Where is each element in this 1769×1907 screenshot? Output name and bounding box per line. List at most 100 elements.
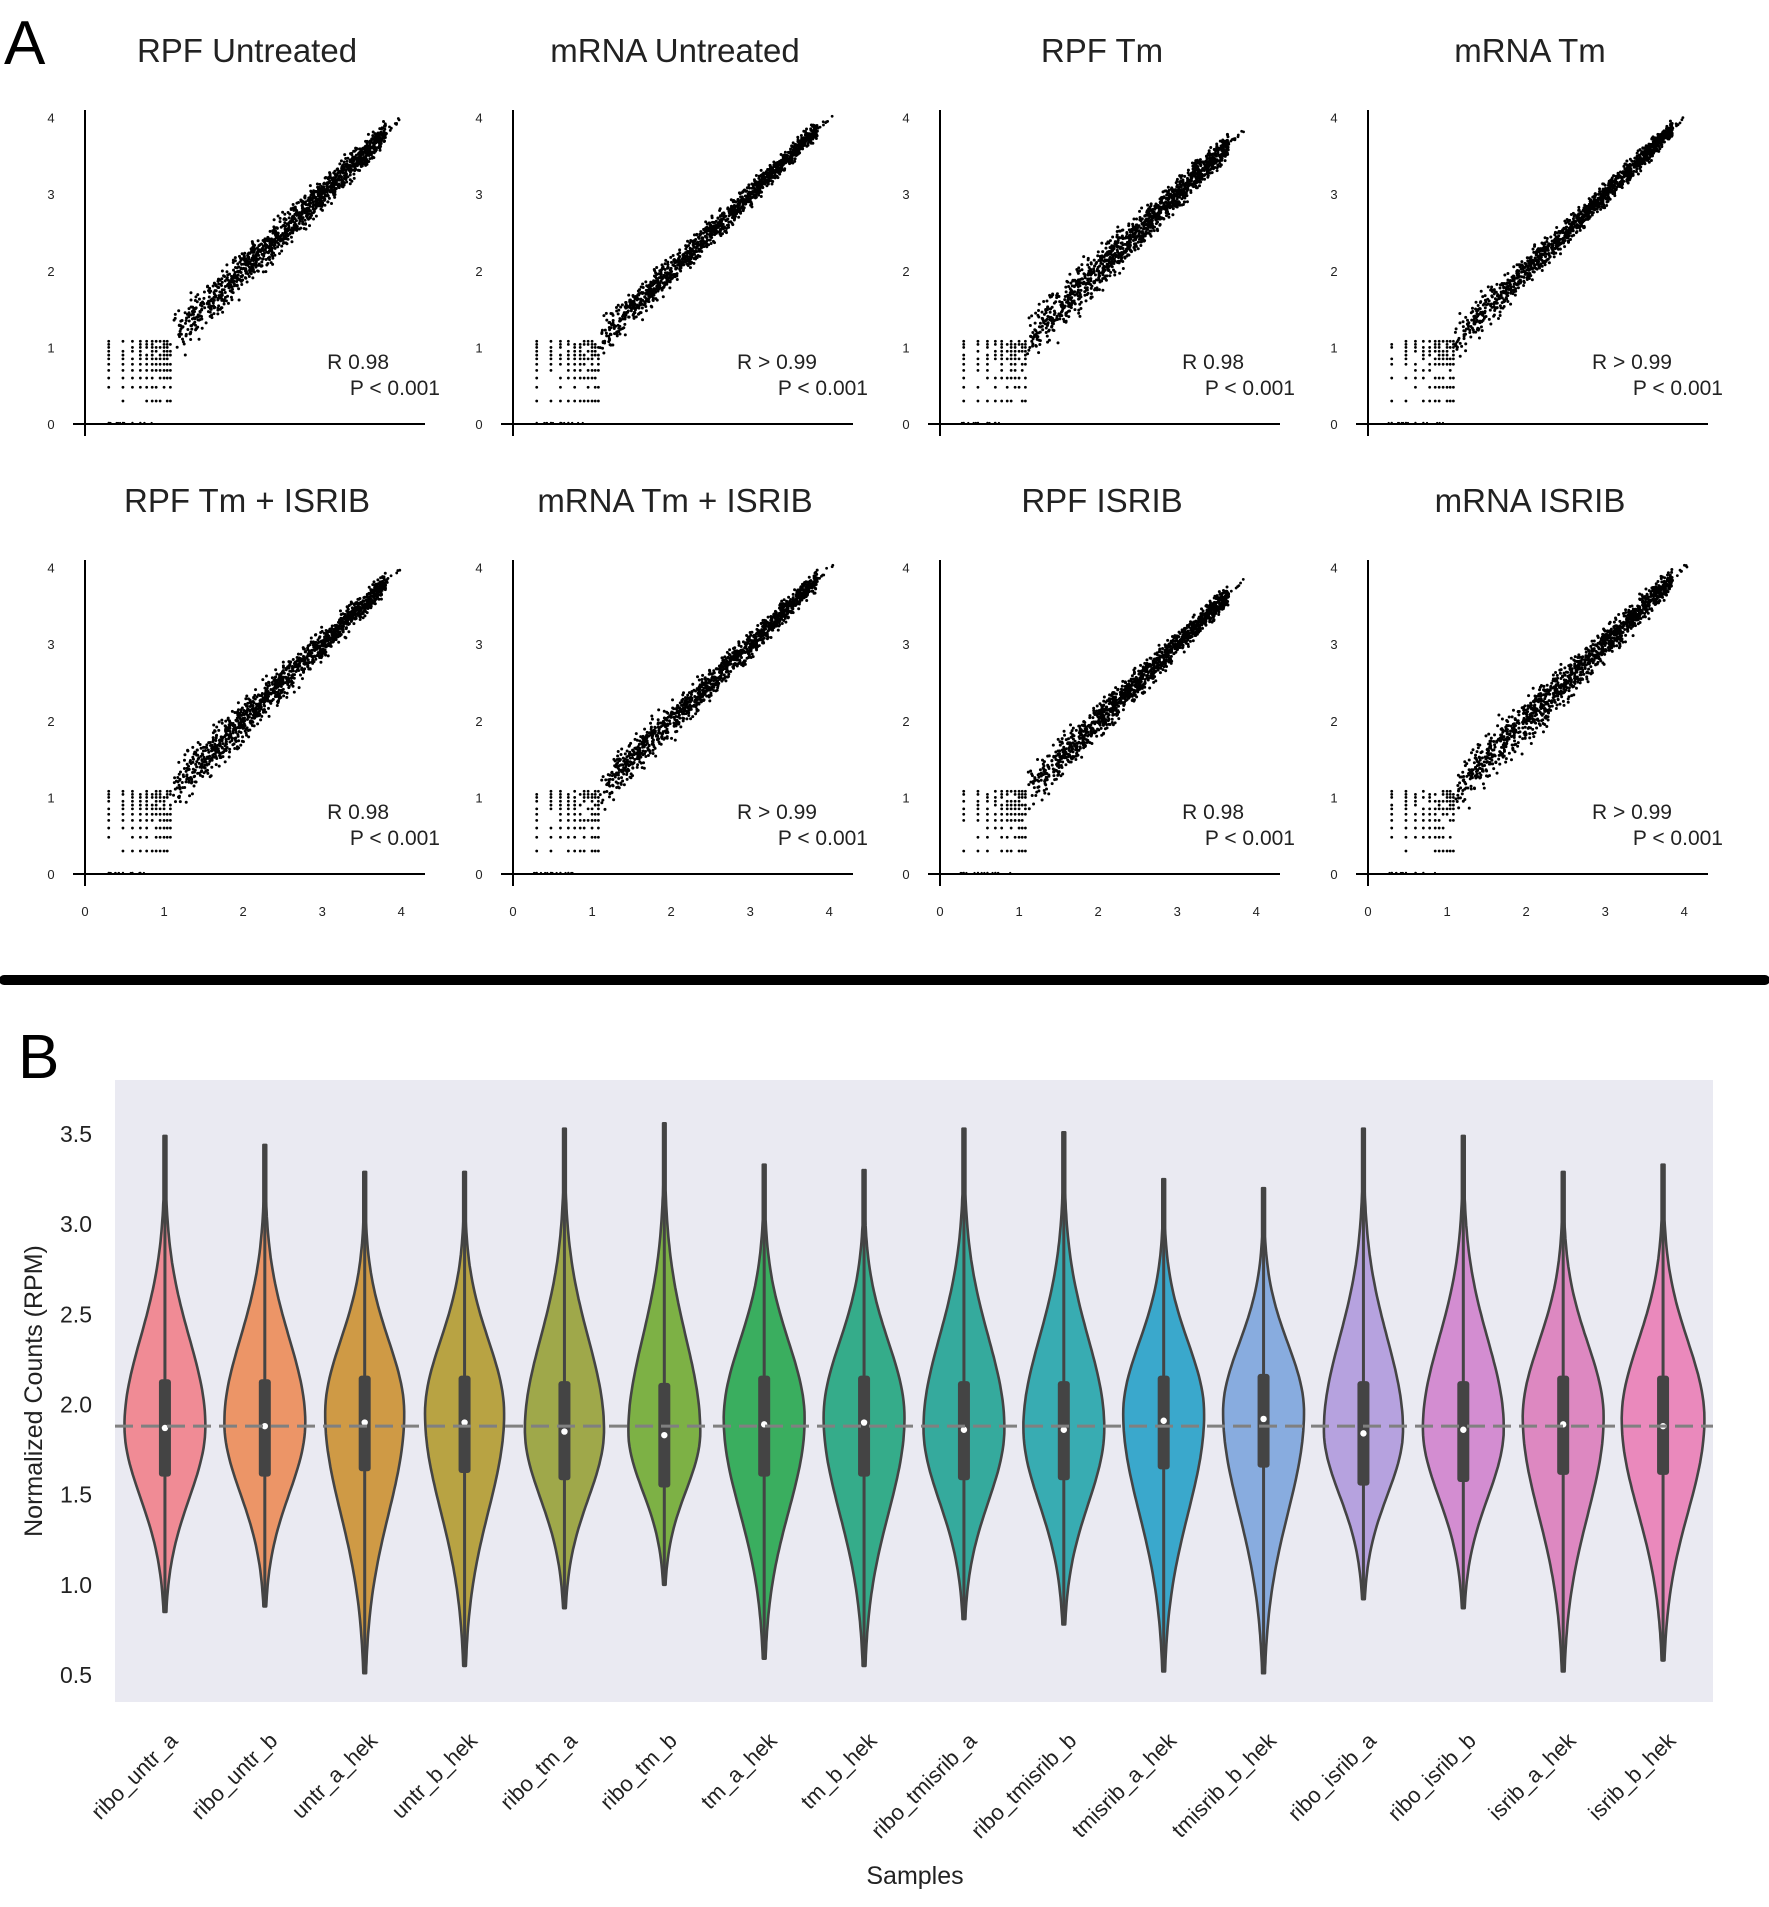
data-point (1404, 376, 1408, 380)
data-point (1090, 295, 1094, 299)
data-point (1422, 421, 1425, 425)
data-point (735, 210, 739, 214)
data-point (679, 269, 683, 273)
data-point (303, 202, 307, 206)
data-point (277, 243, 281, 247)
data-point (582, 399, 586, 403)
data-point (231, 258, 235, 262)
data-point (986, 376, 989, 380)
data-point (1224, 142, 1228, 146)
data-point (180, 337, 184, 341)
data-point (162, 342, 166, 346)
data-point (722, 227, 726, 231)
data-point (356, 168, 360, 172)
data-point (395, 122, 398, 126)
data-point (1433, 362, 1437, 366)
data-point (1101, 250, 1105, 254)
data-point (1038, 321, 1042, 325)
data-point (1218, 159, 1222, 163)
data-point (1414, 421, 1417, 425)
data-point (770, 182, 774, 186)
data-point (1213, 152, 1217, 156)
data-point (962, 385, 966, 389)
data-point (1167, 194, 1171, 198)
data-point (195, 315, 199, 319)
data-point (1166, 185, 1170, 189)
data-point (1469, 335, 1473, 339)
data-point (1060, 309, 1064, 313)
data-point (1145, 210, 1149, 214)
data-point (214, 289, 218, 293)
data-point (1139, 243, 1143, 247)
data-point (1156, 229, 1160, 233)
data-point (802, 139, 806, 143)
data-point (1117, 229, 1121, 233)
data-point (1186, 171, 1190, 175)
data-point (239, 275, 243, 279)
data-point (178, 335, 182, 339)
data-point (322, 182, 326, 186)
data-point (796, 144, 800, 148)
data-point (1451, 376, 1455, 380)
data-point (644, 280, 648, 284)
data-point (1023, 362, 1027, 366)
data-point (1038, 330, 1042, 334)
data-point (158, 399, 162, 403)
data-point (1433, 349, 1437, 353)
correlation-label: R > 0.99 (737, 351, 817, 374)
data-point (1428, 385, 1432, 389)
data-point (1033, 328, 1037, 332)
data-point (367, 160, 371, 164)
data-point (189, 298, 193, 302)
data-point (559, 353, 562, 357)
data-point (1421, 339, 1425, 343)
data-point (573, 349, 577, 353)
data-point (566, 353, 570, 357)
data-point (627, 293, 631, 297)
data-point (1404, 421, 1408, 425)
data-point (759, 168, 763, 172)
data-point (1428, 353, 1432, 357)
data-point (608, 343, 612, 347)
data-point (223, 274, 227, 278)
data-point (812, 134, 816, 138)
data-point (232, 273, 236, 277)
data-point (295, 228, 299, 232)
data-point (264, 258, 268, 262)
data-point (154, 339, 158, 343)
data-point (578, 399, 582, 403)
data-point (1171, 201, 1175, 205)
data-point (1498, 286, 1502, 290)
data-point (699, 246, 703, 250)
data-point (248, 251, 252, 255)
data-point (1112, 268, 1116, 272)
data-point (1170, 186, 1174, 190)
data-point (1105, 274, 1109, 278)
data-point (1120, 241, 1124, 245)
data-point (326, 194, 330, 198)
data-point (309, 193, 313, 197)
data-point (200, 307, 204, 311)
data-point (1441, 349, 1445, 353)
data-point (1013, 346, 1017, 349)
data-point (736, 197, 740, 201)
data-point (1038, 343, 1042, 347)
data-point (1031, 344, 1035, 348)
data-point (1414, 368, 1417, 372)
data-point (158, 376, 162, 380)
data-point (1441, 353, 1445, 357)
data-point (639, 297, 643, 301)
data-point (1437, 349, 1441, 353)
data-point (1013, 368, 1017, 372)
data-point (993, 342, 997, 346)
data-point (145, 339, 149, 343)
data-point (655, 265, 659, 269)
data-point (752, 186, 756, 190)
data-point (582, 376, 586, 380)
data-point (762, 175, 766, 179)
data-point (1046, 321, 1050, 325)
data-point (138, 353, 142, 357)
data-point (121, 353, 125, 357)
y-tick-label: 0 (47, 417, 54, 432)
data-point (657, 285, 661, 289)
